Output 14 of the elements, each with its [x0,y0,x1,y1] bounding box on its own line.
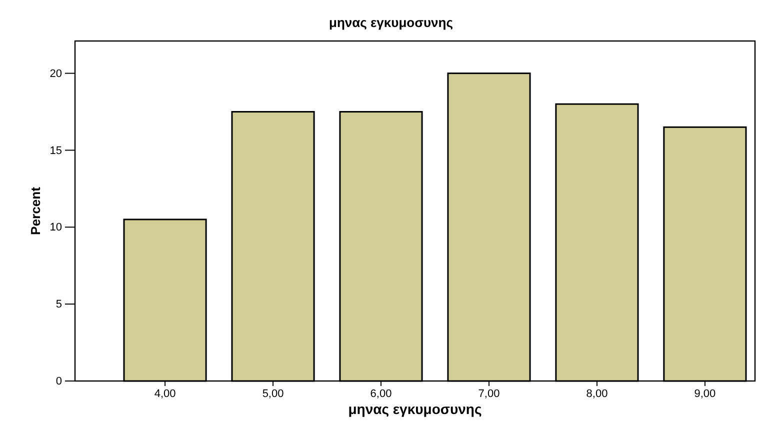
x-tick-label: 9,00 [694,388,716,400]
x-tick-label: 4,00 [154,388,176,400]
x-tick-label: 6,00 [370,388,392,400]
y-tick-label: 20 [50,68,62,80]
y-tick-label: 5 [56,298,62,311]
x-tick-label: 7,00 [478,388,500,400]
y-tick-label: 10 [50,222,62,234]
y-tick-label: 0 [56,376,62,388]
y-axis-title: Percent [28,186,43,235]
x-tick-label: 5,00 [262,388,284,400]
chart-title: μηνας εγκυμοσυνης [329,15,454,30]
y-tick-label: 15 [50,144,62,157]
x-tick-label: 8,00 [586,388,608,400]
x-axis-title: μηνας εγκυμοσυνης [348,401,482,417]
